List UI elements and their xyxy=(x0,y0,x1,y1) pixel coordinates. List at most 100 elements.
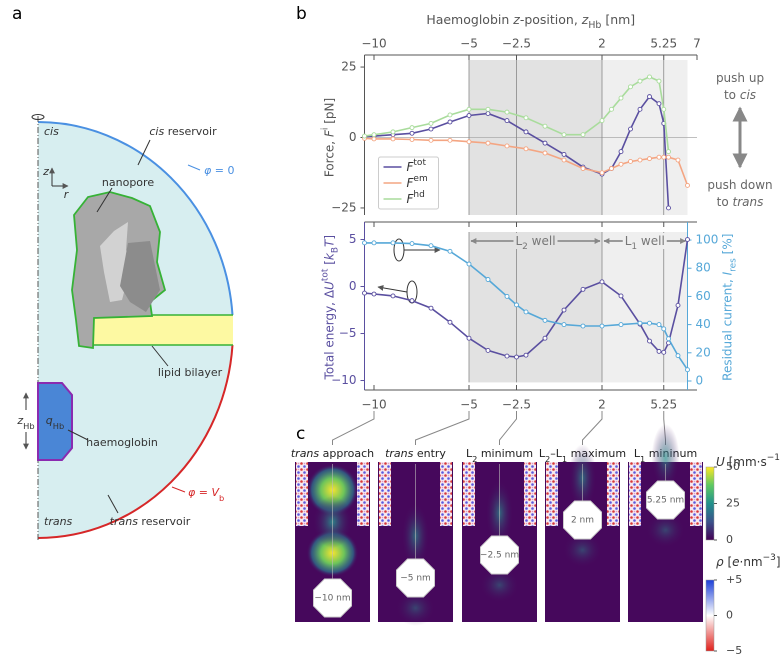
x-tick-label: −10 xyxy=(361,398,386,412)
well-label-bg xyxy=(513,233,558,249)
point xyxy=(618,95,624,101)
legend-box xyxy=(378,156,439,210)
nanopore-shade xyxy=(120,241,160,312)
point xyxy=(647,94,652,100)
pore-wall xyxy=(690,462,702,526)
point xyxy=(628,84,633,90)
label: nanopore xyxy=(102,176,154,189)
point xyxy=(523,309,529,315)
pore-wall xyxy=(296,462,308,526)
point xyxy=(609,166,614,171)
label: trans reservoir xyxy=(110,515,191,528)
protein xyxy=(646,480,685,520)
point xyxy=(656,348,662,354)
axis-pointer xyxy=(377,284,408,293)
point xyxy=(542,140,548,146)
point xyxy=(447,137,453,143)
pore-wall xyxy=(524,462,536,526)
y-axis-title: Force, Fi [pN] xyxy=(320,98,336,177)
point xyxy=(485,111,491,116)
snapshot-title: trans approach xyxy=(291,447,374,460)
pore-wall xyxy=(546,462,558,526)
haemoglobin-shape xyxy=(37,382,73,461)
point xyxy=(637,320,643,326)
point xyxy=(466,261,472,267)
pore-wall xyxy=(629,462,641,526)
point xyxy=(504,109,510,115)
point xyxy=(362,133,367,139)
point xyxy=(599,279,605,285)
panel-label: c xyxy=(296,424,305,444)
leader xyxy=(107,494,119,514)
point xyxy=(561,307,567,313)
energy-arrows xyxy=(377,238,441,304)
point xyxy=(371,136,377,142)
point xyxy=(409,298,415,304)
point xyxy=(661,154,667,160)
panel-label: a xyxy=(12,4,22,24)
label: cis xyxy=(44,125,59,138)
legend-label: Ftot xyxy=(407,158,427,174)
y-tick-label: 5 xyxy=(349,232,357,246)
point xyxy=(504,118,510,124)
point xyxy=(656,101,662,107)
label: cis reservoir xyxy=(149,125,217,138)
point xyxy=(609,106,614,112)
connector xyxy=(415,411,470,445)
point xyxy=(542,317,548,323)
point xyxy=(390,293,396,299)
well-region xyxy=(602,232,688,383)
series-line xyxy=(364,95,670,209)
pore-wall xyxy=(379,462,391,526)
point xyxy=(580,286,586,292)
label: z xyxy=(42,165,49,178)
snapshot-title: trans entry xyxy=(385,447,446,460)
colorbar-tick-label: 50 xyxy=(726,460,740,473)
point xyxy=(647,74,652,80)
x-tick-label: 5.25 xyxy=(650,37,677,51)
point xyxy=(466,139,472,145)
point xyxy=(656,78,662,84)
point xyxy=(466,106,472,112)
y2-tick-label: 80 xyxy=(696,261,711,275)
x-tick-label: −10 xyxy=(361,37,386,51)
connector xyxy=(582,411,603,445)
point xyxy=(628,159,633,164)
colorbar-tick-label: −5 xyxy=(726,644,742,657)
panel-a: cis cis reservoir φ = 0 z r nanopore lip… xyxy=(16,114,234,540)
point xyxy=(390,136,396,142)
point xyxy=(362,290,367,296)
y2-label: Residual current, Ires [%] xyxy=(720,234,738,381)
label: φ = Vb xyxy=(188,486,224,503)
point xyxy=(637,78,643,84)
point xyxy=(618,293,624,299)
point xyxy=(523,115,529,121)
label: trans xyxy=(44,515,73,528)
point xyxy=(428,305,434,311)
snapshot-position: 2 nm xyxy=(571,516,594,526)
point xyxy=(666,336,671,342)
point xyxy=(523,352,529,358)
annotation: to cis xyxy=(724,88,756,102)
connector xyxy=(332,411,375,445)
point xyxy=(371,132,377,138)
point xyxy=(514,302,519,308)
point xyxy=(409,130,415,136)
point xyxy=(504,143,510,149)
bilayer xyxy=(92,315,233,345)
x-tick-label: −5 xyxy=(460,37,478,51)
annotation: push up xyxy=(716,71,764,85)
well-region xyxy=(469,232,602,383)
x-tick-label: 2 xyxy=(598,37,606,51)
point xyxy=(514,354,519,360)
point xyxy=(485,347,491,353)
panel-label: b xyxy=(296,4,307,24)
snapshot-position: −2.5 nm xyxy=(480,551,519,561)
flow-glow xyxy=(651,424,680,492)
colorbar xyxy=(705,579,715,652)
y-tick-label: −10 xyxy=(331,373,356,387)
colorbar-label: U [mm·s−1] xyxy=(716,453,780,469)
point xyxy=(599,170,605,176)
snapshot-position: −5 nm xyxy=(400,574,431,584)
